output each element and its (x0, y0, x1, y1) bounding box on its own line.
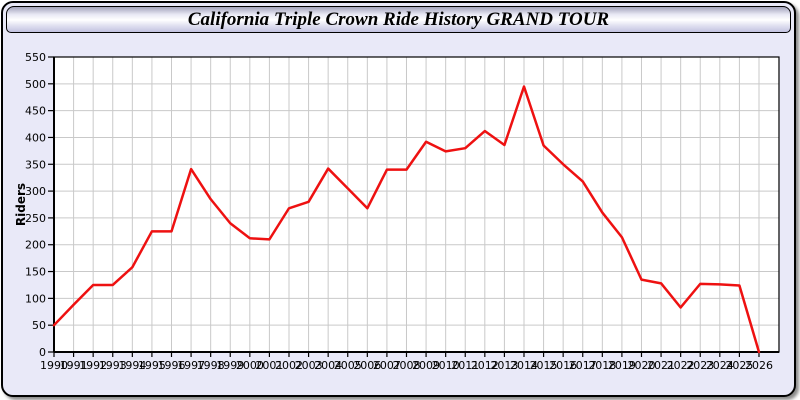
svg-text:2020: 2020 (627, 359, 655, 372)
svg-text:2008: 2008 (392, 359, 420, 372)
y-tick-labels: 0 50 100 150 200 250 300 350 400 450 500 550 (25, 51, 54, 359)
chart-title: California Triple Crown Ride History GRA… (187, 8, 610, 30)
svg-text:2023: 2023 (686, 359, 714, 372)
y-axis-title: Riders (14, 183, 28, 226)
svg-text:550: 550 (25, 51, 46, 64)
x-tick-labels: 1990199119921993199419951996199719981999… (40, 352, 773, 372)
svg-text:1998: 1998 (197, 359, 225, 372)
svg-text:400: 400 (25, 131, 46, 144)
svg-text:2011: 2011 (451, 359, 479, 372)
svg-text:2026: 2026 (745, 359, 773, 372)
svg-text:2022: 2022 (667, 359, 695, 372)
svg-text:2007: 2007 (373, 359, 401, 372)
svg-text:50: 50 (32, 319, 46, 332)
svg-text:2016: 2016 (549, 359, 577, 372)
svg-text:2003: 2003 (295, 359, 323, 372)
svg-text:1995: 1995 (138, 359, 166, 372)
svg-text:200: 200 (25, 239, 46, 252)
svg-text:1992: 1992 (79, 359, 107, 372)
svg-text:2000: 2000 (236, 359, 264, 372)
svg-text:1993: 1993 (99, 359, 127, 372)
svg-text:1994: 1994 (118, 359, 146, 372)
svg-text:1991: 1991 (60, 359, 88, 372)
svg-text:500: 500 (25, 78, 46, 91)
svg-text:2014: 2014 (510, 359, 538, 372)
svg-text:1997: 1997 (177, 359, 205, 372)
svg-text:2001: 2001 (255, 359, 283, 372)
svg-text:2004: 2004 (314, 359, 342, 372)
svg-text:250: 250 (25, 212, 46, 225)
svg-text:2002: 2002 (275, 359, 303, 372)
svg-text:1990: 1990 (40, 359, 68, 372)
svg-text:2025: 2025 (725, 359, 753, 372)
svg-text:150: 150 (25, 266, 46, 279)
svg-text:2018: 2018 (588, 359, 616, 372)
chart-title-bar: California Triple Crown Ride History GRA… (6, 6, 791, 33)
svg-text:2012: 2012 (471, 359, 499, 372)
svg-text:2024: 2024 (706, 359, 734, 372)
svg-text:300: 300 (25, 185, 46, 198)
svg-text:1999: 1999 (216, 359, 244, 372)
svg-text:0: 0 (39, 346, 46, 359)
riders-data-line (52, 85, 761, 354)
plot-area (54, 57, 779, 352)
svg-text:2010: 2010 (432, 359, 460, 372)
svg-text:2017: 2017 (569, 359, 597, 372)
svg-text:2005: 2005 (334, 359, 362, 372)
svg-text:450: 450 (25, 105, 46, 118)
svg-text:1996: 1996 (157, 359, 185, 372)
svg-text:2019: 2019 (608, 359, 636, 372)
svg-text:2015: 2015 (530, 359, 558, 372)
svg-text:2009: 2009 (412, 359, 440, 372)
ride-history-line-chart: 0501001502002503003504004505005501990199… (14, 51, 780, 372)
svg-text:350: 350 (25, 158, 46, 171)
svg-text:2006: 2006 (353, 359, 381, 372)
svg-text:2013: 2013 (490, 359, 518, 372)
svg-text:100: 100 (25, 292, 46, 305)
svg-text:2021: 2021 (647, 359, 675, 372)
